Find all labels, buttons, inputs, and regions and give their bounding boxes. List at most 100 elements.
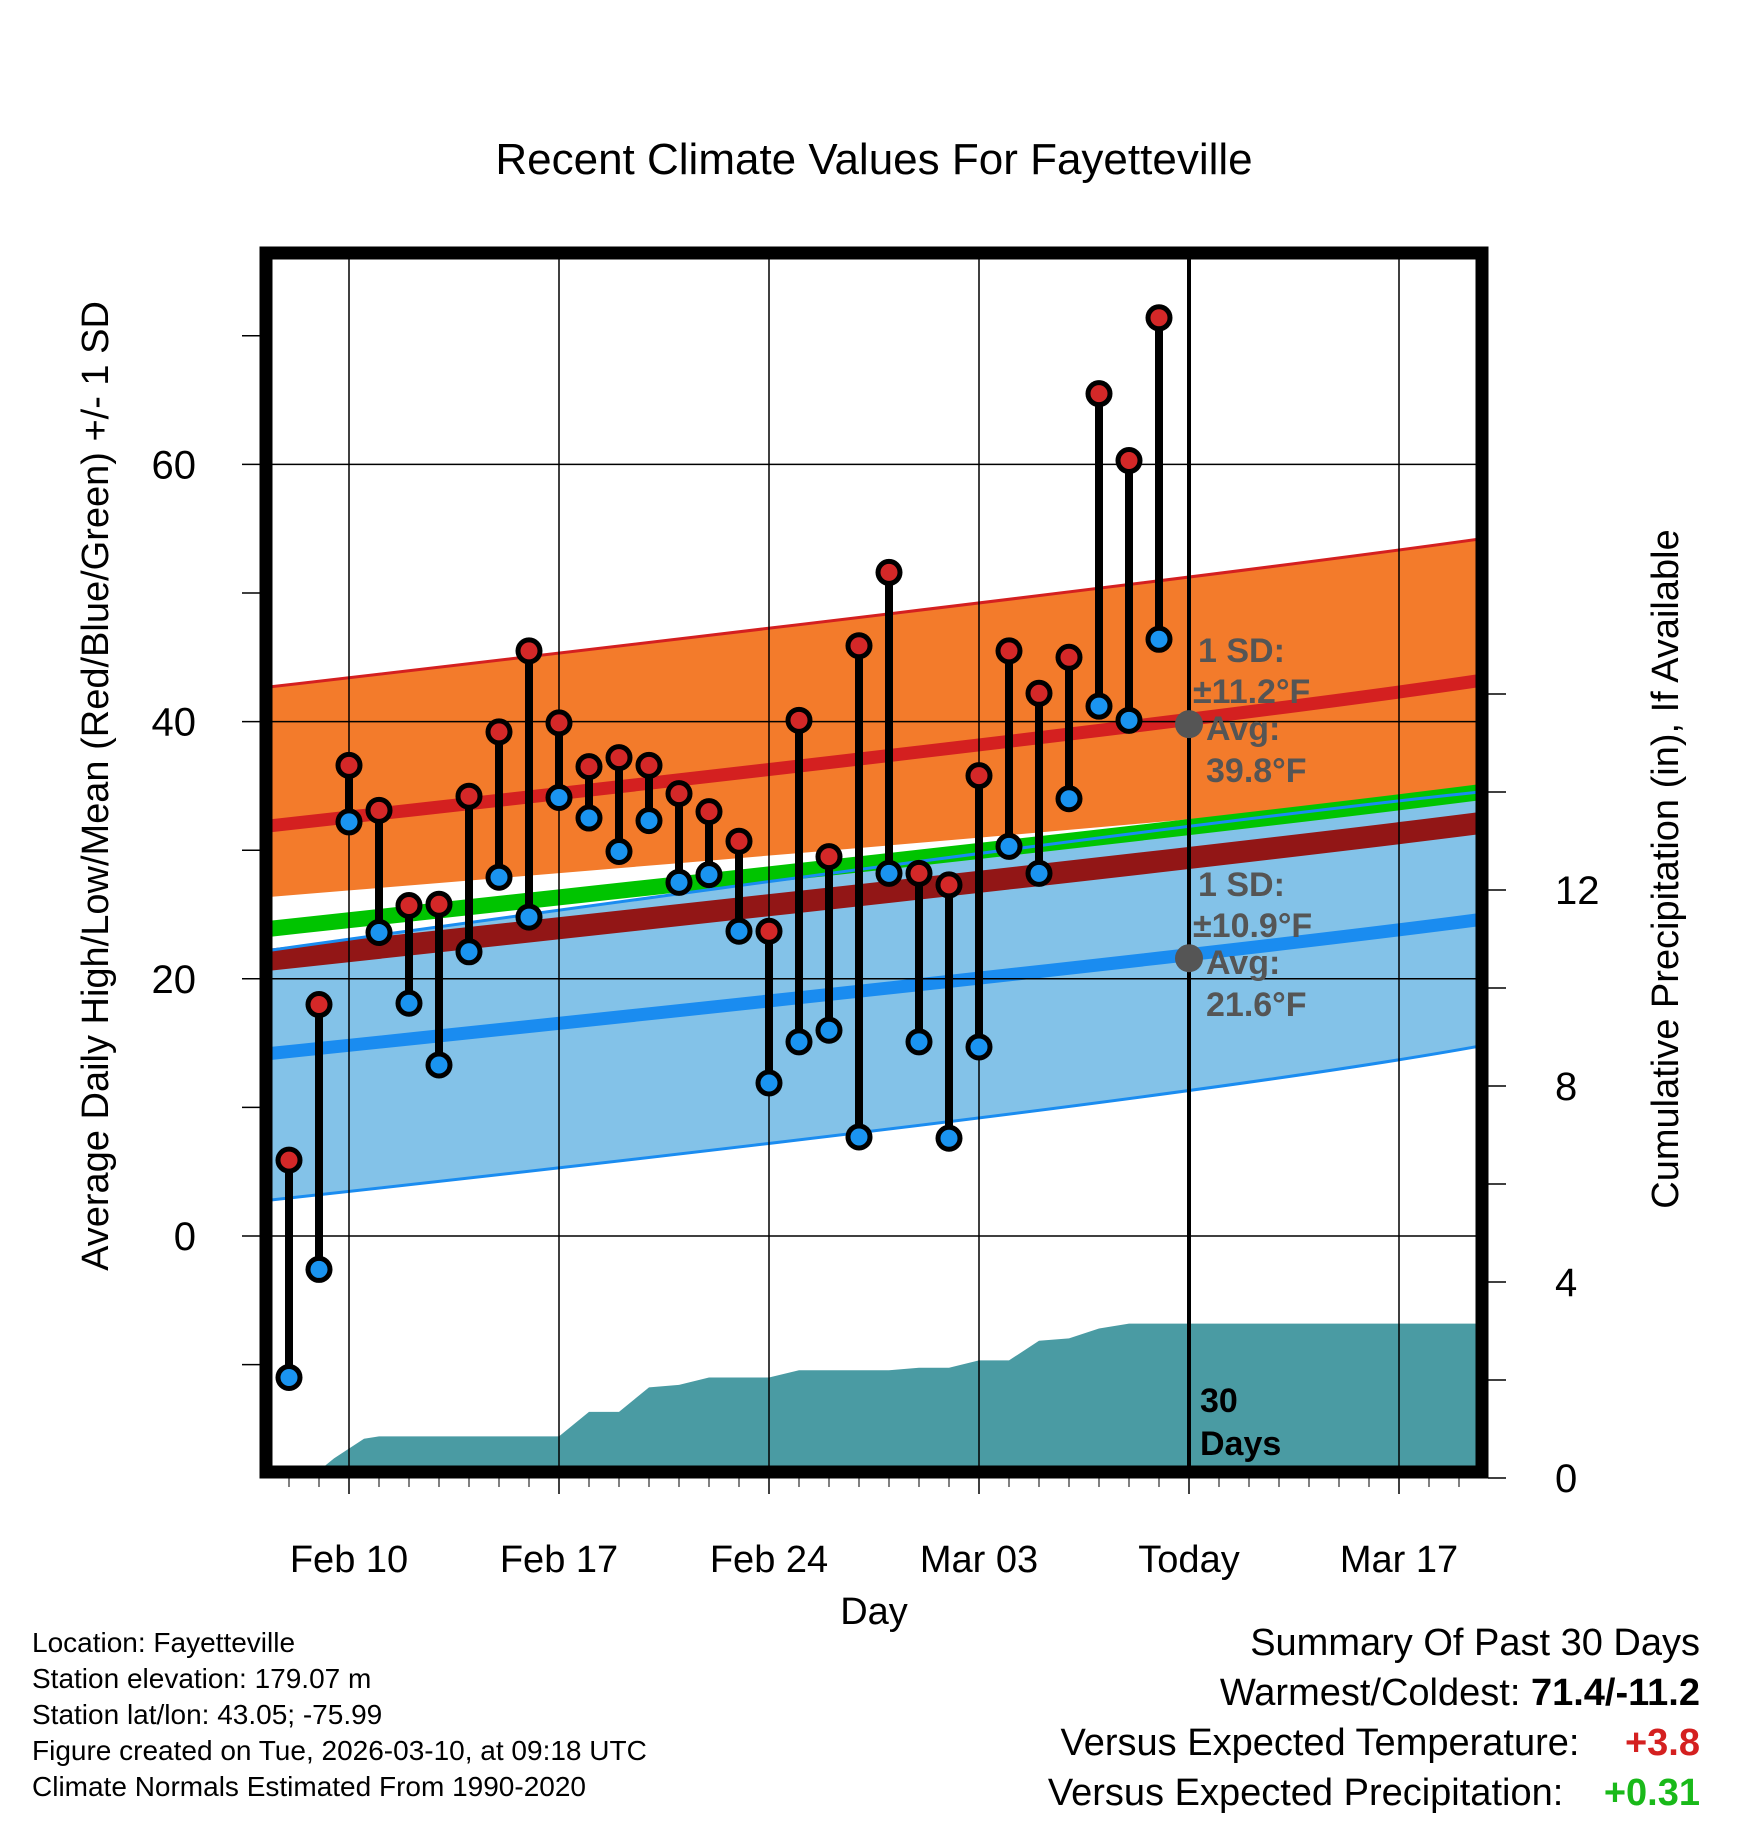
daily-high-point [425, 890, 453, 918]
daily-low-point [305, 1255, 333, 1283]
daily-low-point [605, 837, 633, 865]
daily-high-point [365, 796, 393, 824]
warm-cold-row: Warmest/Coldest: 71.4/-11.2 [1048, 1668, 1700, 1718]
daily-low-point [335, 808, 363, 836]
low-avg-value: 21.6°F [1206, 986, 1307, 1024]
elevation-text: Station elevation: 179.07 m [32, 1663, 372, 1694]
low-sd-value: ±10.9°F [1193, 907, 1312, 945]
high-sd-label: 1 SD: [1198, 632, 1285, 670]
x-axis-label: Day [840, 1591, 908, 1633]
y-tick-label: 40 [152, 701, 197, 745]
low-lower-line [272, 1045, 1476, 1202]
x-tick-label: Today [1138, 1539, 1239, 1581]
daily-high-point [845, 632, 873, 660]
daily-low-point [995, 832, 1023, 860]
daily-high-point [1055, 643, 1083, 671]
daily-high-point [935, 871, 963, 899]
high-avg-line [272, 674, 1476, 833]
precip-row: Versus Expected Precipitation: +0.31 [1048, 1768, 1700, 1818]
daily-low-point [545, 783, 573, 811]
temp-row: Versus Expected Temperature: +3.8 [1048, 1718, 1700, 1768]
daily-low-point [785, 1028, 813, 1056]
daily-low-point [845, 1123, 873, 1151]
daily-low-point [1025, 859, 1053, 887]
daily-low-point [755, 1069, 783, 1097]
daily-high-point [605, 744, 633, 772]
normal-bands [272, 538, 1476, 1202]
daily-low-point [725, 917, 753, 945]
daily-low-point [365, 919, 393, 947]
low-avg-marker [1175, 944, 1203, 973]
warm-cold-label: Warmest/Coldest: [1219, 1672, 1521, 1714]
summary-panel: Summary Of Past 30 Days Warmest/Coldest:… [1048, 1618, 1700, 1818]
daily-low-point [575, 804, 603, 832]
x-tick-label: Feb 17 [500, 1539, 618, 1581]
precip-area-fill [324, 1323, 1476, 1466]
daily-low-point [425, 1051, 453, 1079]
daily-low-point [695, 861, 723, 889]
daily-low-point [935, 1124, 963, 1152]
x-tick-label: Mar 03 [920, 1539, 1038, 1581]
daily-high-point [545, 709, 573, 737]
high-sd-band [272, 539, 1476, 897]
daily-high-point [1145, 304, 1173, 332]
high-sd-value: ±11.2°F [1193, 673, 1310, 711]
precipitation-area [324, 1323, 1476, 1466]
daily-low-point [455, 938, 483, 966]
daily-observations [275, 304, 1173, 1391]
y2-tick-label: 4 [1555, 1261, 1577, 1305]
y-tick-label: 20 [152, 958, 197, 1002]
axes: 0 20 40 60 0 4 8 12 Feb 10 Feb 17 Feb 24 Mar 03 Toda… [152, 246, 1600, 1581]
daily-high-point [875, 558, 903, 586]
plot-frame [259, 246, 1489, 1479]
daily-high-point [305, 991, 333, 1019]
daily-high-point [515, 637, 543, 665]
daily-low-point [275, 1363, 303, 1391]
daily-high-point [665, 780, 693, 808]
daily-high-point [755, 917, 783, 945]
daily-high-point [995, 637, 1023, 665]
chart-title: Recent Climate Values For Fayetteville [495, 135, 1252, 184]
daily-low-point [965, 1033, 993, 1061]
daily-low-point [1055, 785, 1083, 813]
temp-value: +3.8 [1624, 1722, 1700, 1764]
y2-tick-label: 8 [1555, 1065, 1577, 1109]
precip-value: +0.31 [1603, 1772, 1700, 1814]
today-days-label: 30 Days [1200, 1382, 1281, 1463]
daily-low-point [815, 1016, 843, 1044]
x-tick-label: Mar 17 [1340, 1539, 1458, 1581]
daily-low-point [485, 863, 513, 891]
daily-high-point [905, 859, 933, 887]
x-tick-label: Feb 10 [290, 1539, 408, 1581]
high-avg-label: Avg: [1206, 710, 1280, 748]
daily-low-point [665, 868, 693, 896]
created-text: Figure created on Tue, 2026-03-10, at 09… [32, 1735, 647, 1766]
y-axis-label: Average Daily High/Low/Mean (Red/Blue/Gr… [75, 301, 117, 1271]
warm-cold-value: 71.4/-11.2 [1530, 1672, 1700, 1714]
latlon-text: Station lat/lon: 43.05; -75.99 [32, 1699, 383, 1730]
daily-high-point [1025, 679, 1053, 707]
daily-high-point [575, 753, 603, 781]
daily-high-point [965, 762, 993, 790]
y2-tick-label: 12 [1555, 869, 1600, 913]
low-sd-label: 1 SD: [1198, 866, 1285, 904]
station-info: Location: Fayetteville Station elevation… [32, 1625, 647, 1805]
daily-high-point [275, 1146, 303, 1174]
high-avg-value: 39.8°F [1206, 752, 1307, 790]
y2-tick-label: 0 [1555, 1457, 1577, 1501]
daily-low-point [515, 903, 543, 931]
y-tick-label: 0 [174, 1215, 196, 1259]
daily-high-point [1085, 380, 1113, 408]
daily-high-point [785, 706, 813, 734]
low-avg-label: Avg: [1206, 944, 1280, 982]
y-tick-label: 60 [152, 443, 197, 487]
daily-low-point [1145, 625, 1173, 653]
normals-text: Climate Normals Estimated From 1990-2020 [32, 1771, 586, 1802]
daily-high-point [335, 751, 363, 779]
daily-low-point [395, 989, 423, 1017]
summary-title: Summary Of Past 30 Days [1250, 1622, 1700, 1664]
daily-low-point [635, 807, 663, 835]
daily-high-point [485, 718, 513, 746]
